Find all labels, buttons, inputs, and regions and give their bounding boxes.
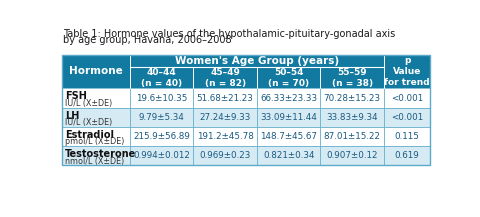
Bar xyxy=(130,146,193,165)
Text: <0.001: <0.001 xyxy=(391,94,423,103)
Bar xyxy=(130,108,193,127)
Bar xyxy=(193,127,257,146)
Text: 87.01±15.22: 87.01±15.22 xyxy=(324,132,381,141)
Text: 148.7±45.67: 148.7±45.67 xyxy=(260,132,317,141)
Bar xyxy=(257,88,321,108)
Text: 70.28±15.23: 70.28±15.23 xyxy=(324,94,381,103)
Text: by age group, Havana, 2006–2008: by age group, Havana, 2006–2008 xyxy=(63,35,232,45)
Text: 191.2±45.78: 191.2±45.78 xyxy=(197,132,253,141)
Text: 55–59
(n = 38): 55–59 (n = 38) xyxy=(332,68,373,87)
Text: 0.619: 0.619 xyxy=(395,151,420,160)
Bar xyxy=(257,67,321,88)
Bar xyxy=(257,146,321,165)
Bar xyxy=(384,88,431,108)
Bar xyxy=(61,127,130,146)
Bar xyxy=(193,88,257,108)
Text: 0.907±0.12: 0.907±0.12 xyxy=(326,151,378,160)
Text: Table 1: Hormone values of the hypothalamic-pituitary-gonadal axis: Table 1: Hormone values of the hypothala… xyxy=(63,29,396,39)
Bar xyxy=(61,108,130,127)
Bar xyxy=(257,127,321,146)
Text: 27.24±9.33: 27.24±9.33 xyxy=(199,113,251,122)
Bar xyxy=(321,108,384,127)
Text: Hormone: Hormone xyxy=(69,66,122,76)
Bar xyxy=(61,88,130,108)
Bar xyxy=(130,54,384,67)
Bar xyxy=(321,88,384,108)
Bar xyxy=(130,88,193,108)
Bar xyxy=(130,67,193,88)
Text: 50–54
(n = 70): 50–54 (n = 70) xyxy=(268,68,309,87)
Bar xyxy=(193,146,257,165)
Bar xyxy=(384,54,431,88)
Text: IU/L (X±DE): IU/L (X±DE) xyxy=(65,99,112,108)
Text: Estradiol: Estradiol xyxy=(65,130,114,140)
Bar xyxy=(193,67,257,88)
Bar xyxy=(61,54,130,88)
Bar xyxy=(384,127,431,146)
Text: p
Value
for trend: p Value for trend xyxy=(384,56,430,87)
Text: 40–44
(n = 40): 40–44 (n = 40) xyxy=(141,68,182,87)
Text: 215.9±56.89: 215.9±56.89 xyxy=(133,132,190,141)
Bar xyxy=(384,108,431,127)
Text: Testosterone: Testosterone xyxy=(65,149,136,159)
Bar xyxy=(61,54,431,165)
Text: 33.09±11.44: 33.09±11.44 xyxy=(260,113,317,122)
Text: 66.33±23.33: 66.33±23.33 xyxy=(260,94,317,103)
Bar xyxy=(321,67,384,88)
Bar xyxy=(193,108,257,127)
Text: 0.115: 0.115 xyxy=(395,132,420,141)
Bar xyxy=(321,146,384,165)
Text: 0.821±0.34: 0.821±0.34 xyxy=(263,151,314,160)
Text: 45–49
(n = 82): 45–49 (n = 82) xyxy=(204,68,246,87)
Text: 9.79±5.34: 9.79±5.34 xyxy=(139,113,184,122)
Bar xyxy=(257,108,321,127)
Text: nmol/L (X±DE): nmol/L (X±DE) xyxy=(65,156,124,166)
Text: 51.68±21.23: 51.68±21.23 xyxy=(197,94,253,103)
Text: <0.001: <0.001 xyxy=(391,113,423,122)
Text: pmol/L (X±DE): pmol/L (X±DE) xyxy=(65,137,124,146)
Bar xyxy=(384,146,431,165)
Bar xyxy=(321,127,384,146)
Bar xyxy=(130,127,193,146)
Text: LH: LH xyxy=(65,111,79,121)
Text: 19.6±10.35: 19.6±10.35 xyxy=(136,94,187,103)
Text: FSH: FSH xyxy=(65,92,86,102)
Text: 0.994±0.012: 0.994±0.012 xyxy=(133,151,190,160)
Text: 33.83±9.34: 33.83±9.34 xyxy=(326,113,378,122)
Bar xyxy=(61,146,130,165)
Text: IU/L (X±DE): IU/L (X±DE) xyxy=(65,118,112,127)
Text: 0.969±0.23: 0.969±0.23 xyxy=(199,151,251,160)
Text: Women's Age Group (years): Women's Age Group (years) xyxy=(175,56,339,66)
